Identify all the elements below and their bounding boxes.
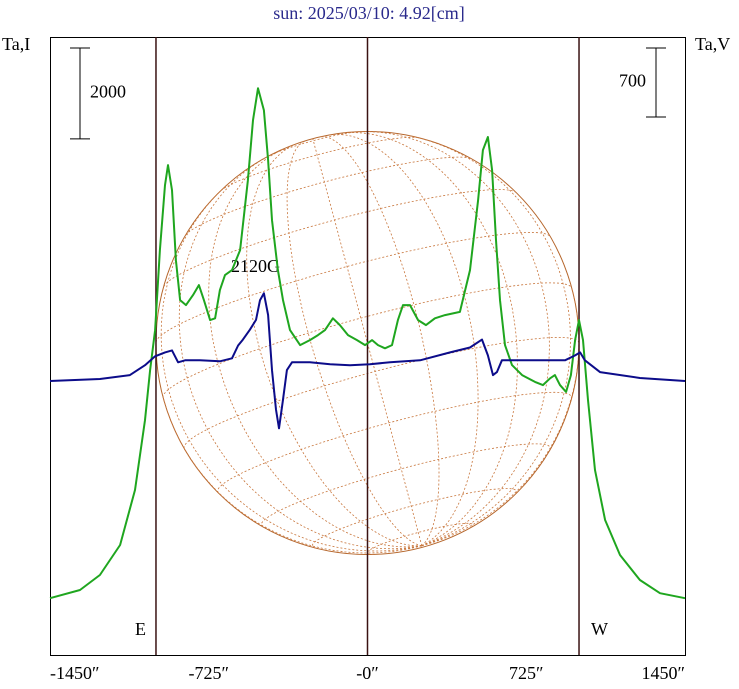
series-line bbox=[49, 87, 686, 600]
disk-parallel bbox=[185, 156, 472, 236]
series-line bbox=[49, 292, 686, 430]
disk-meridian bbox=[343, 132, 518, 547]
scale-bar-label: 700 bbox=[619, 71, 646, 91]
disk-parallel bbox=[268, 131, 360, 157]
disk-meridian bbox=[208, 148, 422, 548]
limb-label: E bbox=[135, 619, 146, 639]
x-tick-label: 725″ bbox=[509, 663, 544, 683]
disk-parallel bbox=[163, 189, 516, 287]
disk-parallel bbox=[155, 231, 551, 343]
x-tick-label: 1450″ bbox=[642, 663, 686, 683]
disk-meridian bbox=[407, 135, 571, 547]
y2-axis-label: Ta,V bbox=[695, 34, 730, 54]
x-tick-label: -0″ bbox=[356, 663, 379, 683]
disk-parallel bbox=[260, 443, 551, 528]
disk-meridian bbox=[359, 131, 550, 547]
disk-meridian bbox=[246, 143, 422, 547]
x-tick-label: -725″ bbox=[189, 663, 230, 683]
disk-meridian bbox=[328, 134, 479, 547]
disk-parallel bbox=[312, 488, 518, 549]
disk-parallel bbox=[162, 282, 573, 398]
disk-meridian bbox=[312, 138, 423, 546]
scale-bar-label: 2000 bbox=[90, 82, 126, 102]
disk-parallel bbox=[217, 391, 573, 494]
y-axis-label: Ta,I bbox=[2, 34, 30, 54]
disk-parallel bbox=[220, 136, 419, 191]
x-tick-label: -1450″ bbox=[50, 663, 100, 683]
annotation: 2120G bbox=[231, 256, 280, 276]
disk-meridian bbox=[178, 155, 422, 550]
chart-title: sun: 2025/03/10: 4.92[cm] bbox=[273, 3, 465, 23]
disk-meridian bbox=[162, 397, 422, 554]
disk-parallel bbox=[183, 336, 580, 449]
limb-label: W bbox=[591, 619, 608, 639]
